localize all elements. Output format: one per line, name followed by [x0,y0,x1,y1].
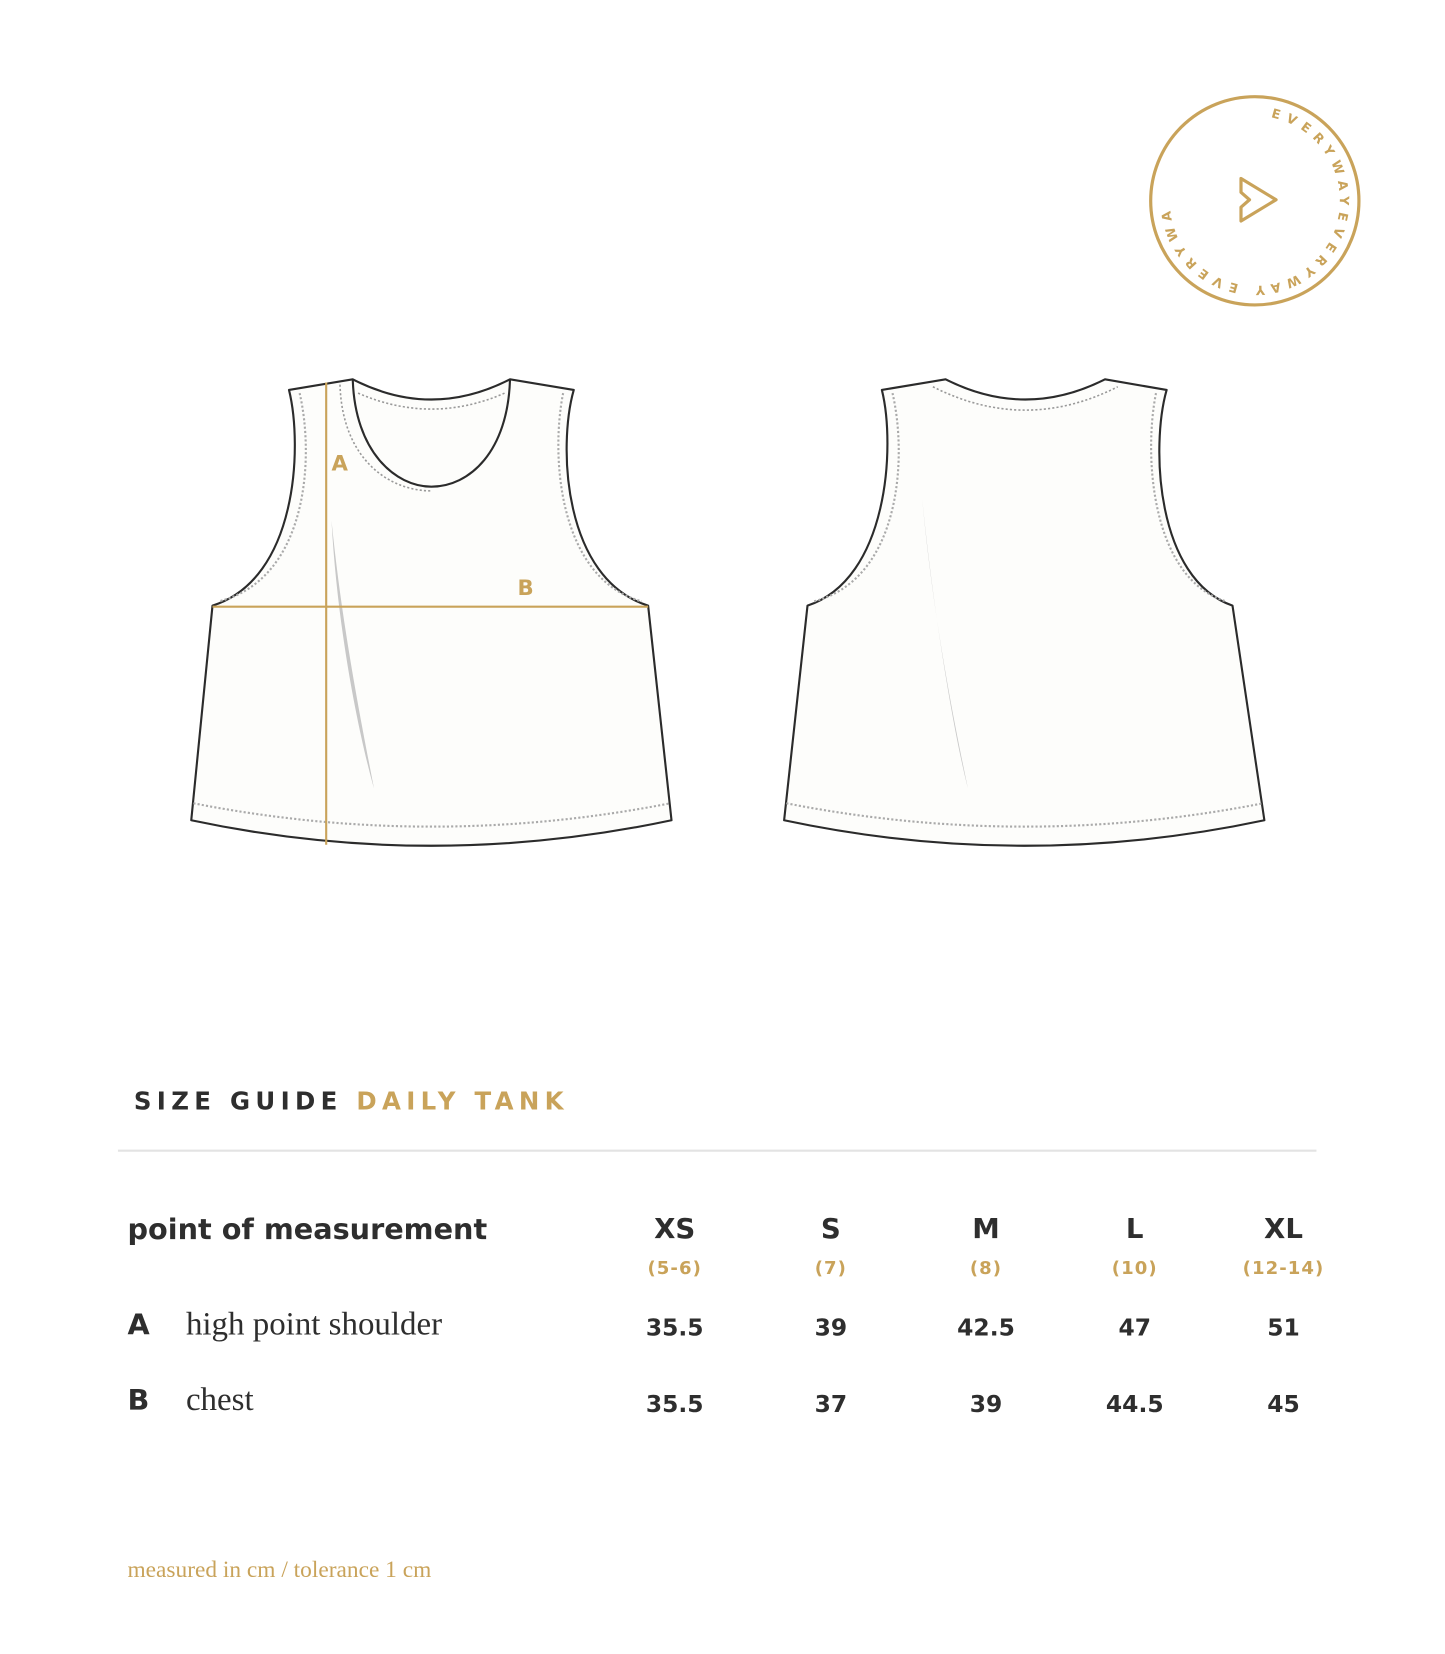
title-label: SIZE GUIDE [133,1088,343,1116]
logo-text-top: EVERYWAY [1270,106,1345,211]
cell: 42.5 [957,1315,1015,1342]
header-label: point of measurement [127,1213,488,1247]
label-b: B [517,576,533,601]
product-name: DAILY TANK [356,1088,569,1116]
footnote: measured in cm / tolerance 1 cm [127,1555,432,1583]
back-tank-drawing [783,378,1266,847]
cell: 39 [969,1391,1003,1419]
logo-text-right: EVERYWAY [1249,211,1344,297]
svg-text:EVERYWAY: EVERYWAY [0,0,1240,295]
cell: 44.5 [1105,1391,1164,1419]
cell: 35.5 [645,1391,704,1419]
size-guide-title: SIZE GUIDE DAILY TANK [134,1088,569,1116]
cell: 51 [1267,1315,1300,1342]
row-name: chest [185,1380,254,1418]
cell: 37 [814,1391,848,1419]
cell: 47 [1118,1315,1152,1342]
size-xl: XL [1264,1213,1303,1246]
age-s: (7) [814,1258,848,1280]
row-name: high point shoulder [185,1304,443,1342]
age-xl: (12-14) [1242,1258,1325,1280]
svg-text:EVERYWAY: EVERYWAY [1249,211,1350,297]
arrow-logo-icon [1239,176,1278,223]
logo-text-left: EVERYWAY [0,0,1234,295]
size-xs: XS [654,1213,696,1246]
age-l: (10) [1111,1258,1158,1280]
cell: 45 [1267,1391,1300,1419]
size-l: L [1125,1213,1144,1246]
cell: 39 [814,1315,848,1342]
svg-text:EVERYWAY: EVERYWAY [1270,106,1351,211]
row-code: A [127,1309,150,1342]
front-tank-drawing: A B [190,378,673,847]
age-m: (8) [969,1258,1003,1280]
divider [117,1149,1317,1152]
cell: 35.5 [645,1315,704,1342]
age-xs: (5-6) [647,1258,702,1280]
tank-diagrams: EVERYWAY EVERYWAY EVERYWAY A B [0,0,1361,847]
size-m: M [972,1213,1000,1246]
size-s: S [820,1213,841,1246]
row-code: B [127,1384,150,1418]
label-a: A [332,452,349,477]
everyway-logo: EVERYWAY EVERYWAY EVERYWAY [0,0,1361,307]
